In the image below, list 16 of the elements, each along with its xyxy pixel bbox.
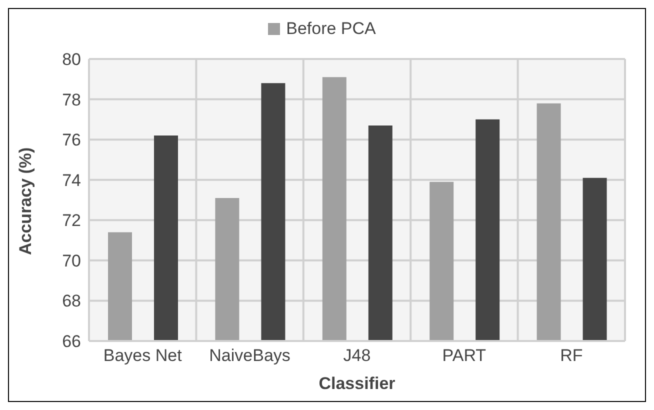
- y-tick-label: 66: [62, 332, 81, 352]
- y-tick-label: 80: [62, 50, 81, 70]
- x-tick-label: Bayes Net: [103, 346, 182, 366]
- y-tick-label: 76: [62, 130, 81, 150]
- y-axis-title: Accuracy (%): [16, 147, 36, 255]
- y-tick-label: 72: [62, 211, 81, 230]
- y-tick-label: 70: [62, 251, 81, 270]
- y-tick-label: 68: [62, 292, 81, 311]
- x-tick-label: J48: [343, 346, 371, 366]
- y-tick-label: 78: [62, 90, 81, 110]
- legend-label: Before PCA: [285, 19, 376, 39]
- x-tick-label: RF: [560, 346, 583, 366]
- x-axis-title: Classifier: [318, 374, 396, 393]
- x-tick-label: PART: [442, 346, 486, 366]
- x-tick-label: NaiveBays: [209, 346, 290, 366]
- y-tick-label: 74: [62, 170, 81, 190]
